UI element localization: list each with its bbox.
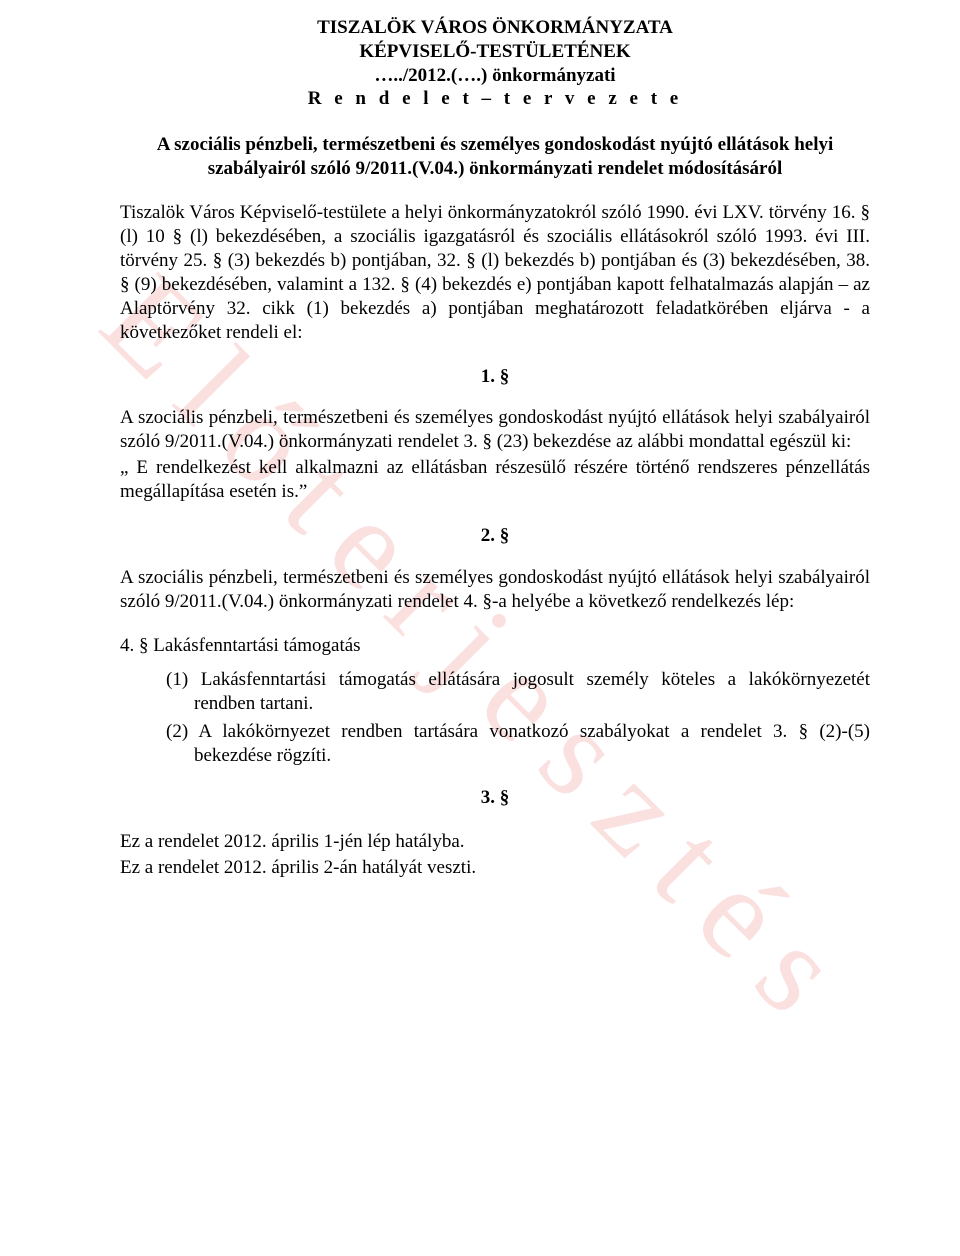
- section-2-item-1: (1) Lakásfenntartási támogatás ellátásár…: [166, 668, 870, 716]
- section-2-number: 2. §: [120, 524, 870, 548]
- section-3-number: 3. §: [120, 786, 870, 810]
- document-page: Előterjesztés TISZALÖK VÁROS ÖNKORMÁNYZA…: [0, 0, 960, 1256]
- footer-block: Ez a rendelet 2012. április 1-jén lép ha…: [120, 830, 870, 880]
- section-2-item-2: (2) A lakókörnyezet rendben tartására vo…: [166, 720, 870, 768]
- header-line-4: R e n d e l e t – t e r v e z e t e: [120, 87, 870, 111]
- footer-line-1: Ez a rendelet 2012. április 1-jén lép ha…: [120, 830, 870, 854]
- header-line-1: TISZALÖK VÁROS ÖNKORMÁNYZATA: [120, 16, 870, 40]
- section-2-subheading: 4. § Lakásfenntartási támogatás: [120, 634, 870, 658]
- header-block: TISZALÖK VÁROS ÖNKORMÁNYZATA KÉPVISELŐ-T…: [120, 16, 870, 111]
- subtitle-line: A szociális pénzbeli, természetbeni és s…: [120, 133, 870, 181]
- header-line-3: …../2012.(….) önkormányzati: [120, 64, 870, 88]
- section-1-number: 1. §: [120, 365, 870, 389]
- footer-line-2: Ez a rendelet 2012. április 2-án hatályá…: [120, 856, 870, 880]
- preamble-paragraph: Tiszalök Város Képviselő-testülete a hel…: [120, 201, 870, 345]
- section-2-text: A szociális pénzbeli, természetbeni és s…: [120, 566, 870, 614]
- section-2-list: (1) Lakásfenntartási támogatás ellátásár…: [120, 668, 870, 768]
- section-1-quote: „ E rendelkezést kell alkalmazni az ellá…: [120, 456, 870, 504]
- section-1-text: A szociális pénzbeli, természetbeni és s…: [120, 406, 870, 454]
- subtitle-block: A szociális pénzbeli, természetbeni és s…: [120, 133, 870, 181]
- header-line-2: KÉPVISELŐ-TESTÜLETÉNEK: [120, 40, 870, 64]
- document-content: TISZALÖK VÁROS ÖNKORMÁNYZATA KÉPVISELŐ-T…: [0, 0, 960, 922]
